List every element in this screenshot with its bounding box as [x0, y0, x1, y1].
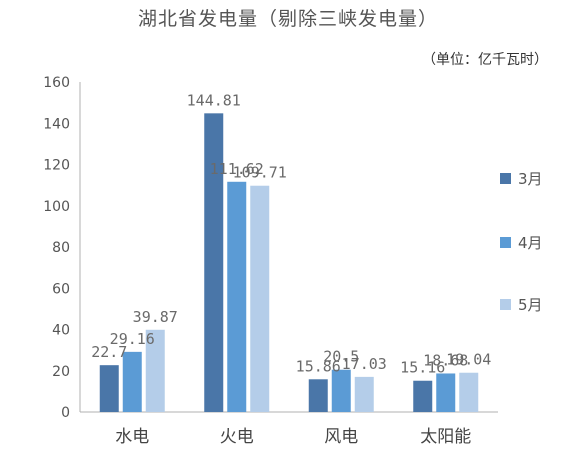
bar: [413, 380, 433, 412]
y-tick-label: 160: [43, 75, 70, 91]
category-label: 水电: [115, 427, 149, 447]
y-tick-label: 140: [43, 116, 70, 132]
bar: [99, 365, 119, 412]
category-labels: 水电 火电 风电 太阳能: [115, 427, 471, 447]
bar: [459, 372, 479, 412]
bar: [227, 181, 247, 412]
bar: [145, 329, 165, 412]
y-tick-labels: 0 20 40 60 80 100 120 140 160: [43, 75, 70, 421]
category-label: 风电: [324, 427, 358, 447]
data-label: 15.86: [296, 357, 341, 375]
y-tick-label: 20: [52, 364, 70, 380]
bar: [436, 373, 456, 412]
bar: [250, 185, 270, 412]
data-label: 22.7: [91, 343, 127, 361]
y-tick-label: 100: [43, 199, 70, 215]
legend-label: 5月: [518, 296, 543, 314]
y-tick-label: 40: [52, 323, 70, 339]
data-label: 144.81: [187, 91, 241, 109]
data-label: 17.03: [342, 355, 387, 373]
legend-swatch: [500, 299, 511, 310]
data-label: 15.16: [400, 359, 445, 377]
data-label: 20.5: [323, 348, 359, 366]
category-label: 火电: [220, 427, 254, 447]
data-label: 109.71: [233, 164, 287, 182]
y-tick-label: 0: [61, 405, 70, 421]
bar: [354, 376, 374, 412]
data-label: 18.68: [423, 351, 468, 369]
bar: [331, 369, 351, 412]
legend-swatch: [500, 173, 511, 184]
data-label: 111.62: [210, 160, 264, 178]
y-tick-label: 60: [52, 281, 70, 297]
bar: [204, 113, 224, 412]
bars: [99, 113, 479, 412]
y-tick-label: 120: [43, 158, 70, 174]
chart-title: 湖北省发电量（剔除三峡发电量）: [138, 8, 438, 30]
data-label: 39.87: [133, 308, 178, 326]
category-label: 太阳能: [420, 427, 471, 447]
legend-label: 3月: [518, 170, 543, 188]
data-label: 19.04: [446, 351, 491, 369]
unit-label: （单位：亿千瓦时）: [422, 52, 548, 68]
data-label: 29.16: [110, 330, 155, 348]
legend-label: 4月: [518, 234, 543, 252]
legend-swatch: [500, 237, 511, 248]
y-tick-label: 80: [52, 240, 70, 256]
bar: [122, 351, 142, 412]
legend: 3月 4月 5月: [500, 170, 543, 314]
bar: [308, 379, 328, 412]
